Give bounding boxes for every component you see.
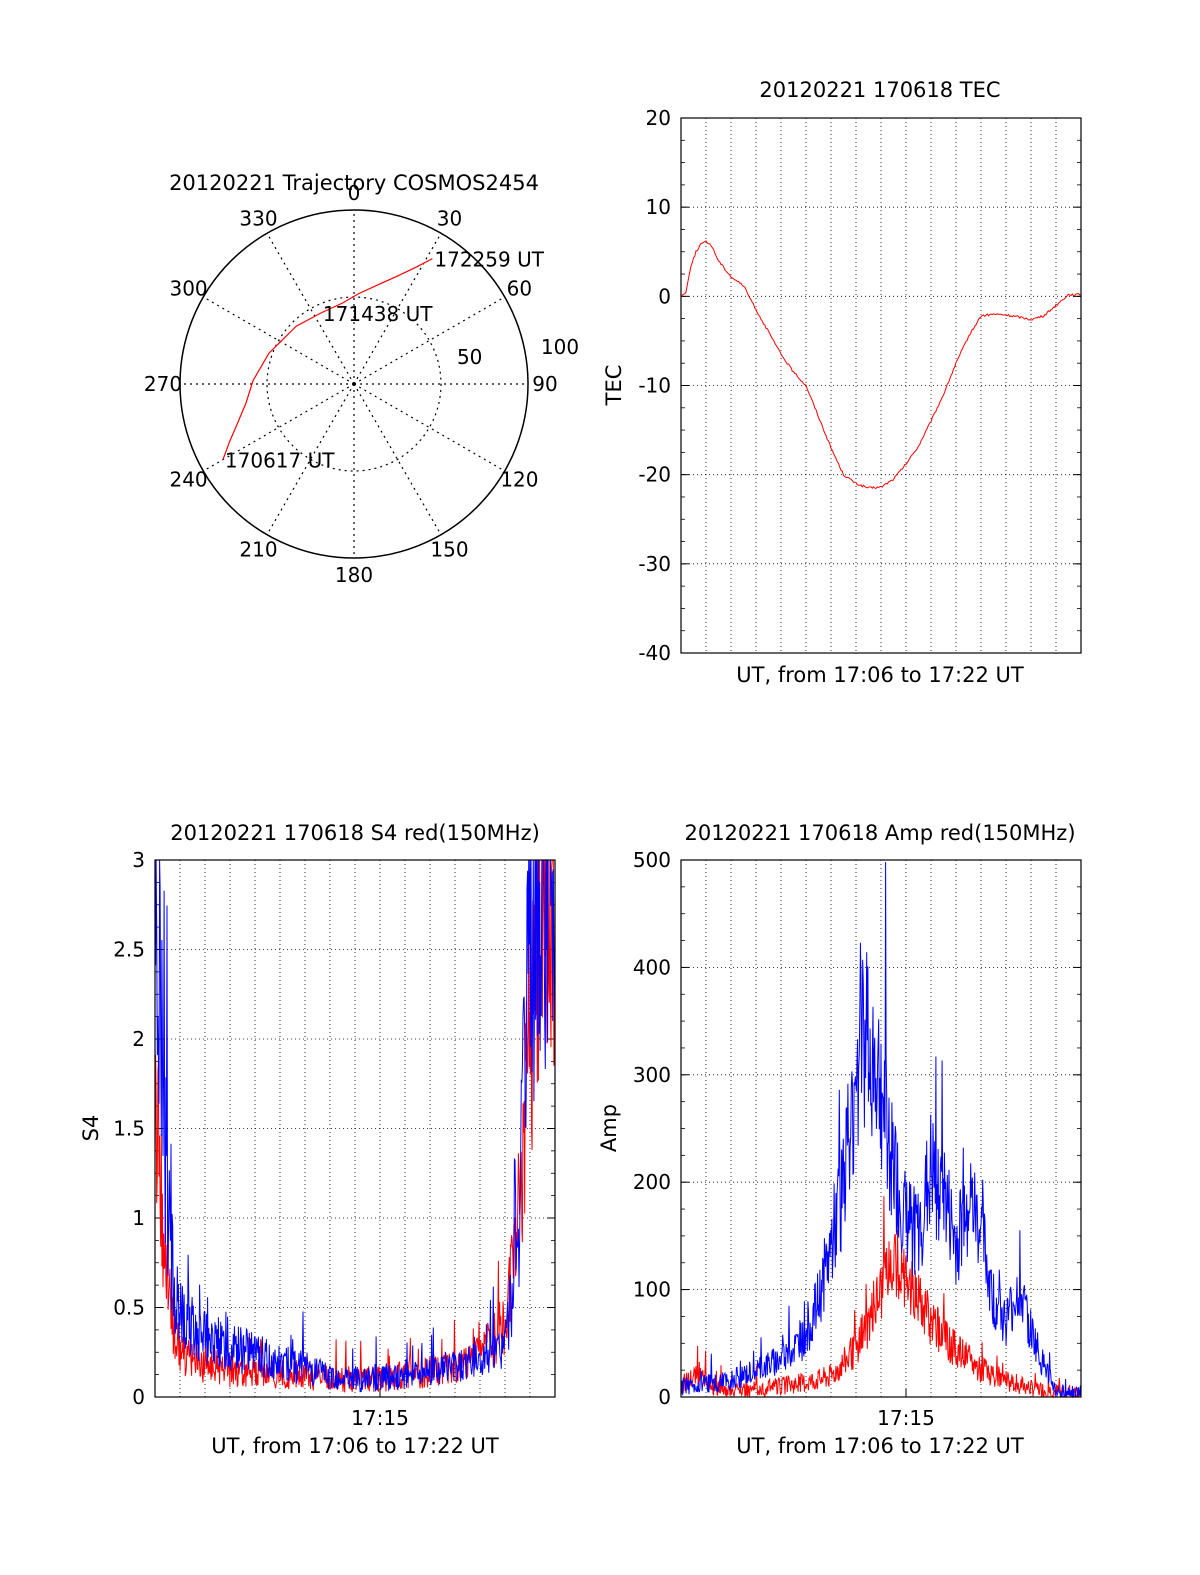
- polar-radius-label: 100: [541, 335, 579, 359]
- series-line-blue: [680, 862, 1082, 1398]
- y-tick-label: 1.5: [113, 1117, 145, 1141]
- plot-frame: [680, 117, 1082, 654]
- y-tick-label: 20: [646, 106, 671, 130]
- plot-frame: [680, 859, 1082, 1398]
- series-line-blue: [154, 859, 556, 1393]
- amp-panel: 20120221 170618 Amp red(150MHz) UT, from…: [597, 821, 1082, 1458]
- tec-plot: 20 10 0 -10 -20 -30 -40: [638, 106, 1082, 665]
- polar-spoke: [353, 383, 505, 472]
- y-tick-label: 200: [633, 1170, 671, 1194]
- y-tick-label: -30: [638, 552, 671, 576]
- polar-spoke: [353, 233, 442, 385]
- y-tick-label: 400: [633, 955, 671, 979]
- polar-spoke: [353, 296, 505, 385]
- polar-radius-label: 50: [457, 345, 482, 369]
- polar-spoke: [266, 383, 355, 535]
- s4-plot: 3 2.5 2 1.5 1 0.5 0 17:15: [113, 848, 556, 1430]
- amp-plot: 500 400 300 200 100 0 17:15: [633, 848, 1082, 1430]
- y-tick-label: 3: [132, 848, 145, 872]
- y-tick-label: -10: [638, 374, 671, 398]
- y-tick-label: 1: [132, 1206, 145, 1230]
- x-tick-label: 17:15: [351, 1406, 409, 1430]
- plot-frame: [154, 859, 556, 1398]
- y-tick-label: 2.5: [113, 938, 145, 962]
- s4-title: 20120221 170618 S4 red(150MHz): [170, 821, 540, 845]
- y-tick-label: 0: [132, 1385, 145, 1409]
- polar-angle-label: 120: [500, 468, 538, 492]
- y-tick-label: 0: [658, 1385, 671, 1409]
- tec-title: 20120221 170618 TEC: [759, 78, 1000, 102]
- polar-angle-label: 180: [335, 563, 373, 587]
- polar-outer-ring: [179, 209, 529, 559]
- y-tick-label: -20: [638, 463, 671, 487]
- polar-angle-label: 0: [348, 181, 361, 205]
- series-line-red: [680, 1196, 1082, 1399]
- polar-angle-label: 90: [532, 372, 557, 396]
- y-tick-label: 300: [633, 1063, 671, 1087]
- polar-spoke: [266, 233, 355, 385]
- polar-angle-label: 330: [239, 207, 277, 231]
- tec-panel: 20120221 170618 TEC UT, from 17:06 to 17…: [602, 78, 1082, 687]
- y-tick-label: 2: [132, 1027, 145, 1051]
- polar-angle-label: 240: [169, 468, 207, 492]
- polar-angle-label: 270: [144, 372, 182, 396]
- polar-trajectory: [222, 258, 433, 460]
- amp-ylabel: Amp: [597, 1104, 621, 1152]
- s4-ylabel: S4: [79, 1115, 103, 1142]
- tec-ylabel: TEC: [602, 365, 626, 407]
- y-tick-label: 10: [646, 195, 671, 219]
- polar-angle-label: 150: [430, 537, 468, 561]
- y-tick-label: 100: [633, 1278, 671, 1302]
- y-tick-label: 500: [633, 848, 671, 872]
- polar-angle-label: 300: [169, 277, 207, 301]
- polar-angle-label: 210: [239, 537, 277, 561]
- polar-spoke: [203, 296, 355, 385]
- tec-xlabel: UT, from 17:06 to 17:22 UT: [736, 663, 1024, 687]
- polar-series: [222, 258, 433, 460]
- y-tick-label: 0: [658, 284, 671, 308]
- polar-grid: [179, 209, 529, 559]
- polar-spoke: [353, 383, 442, 535]
- polar-angle-label: 60: [507, 277, 532, 301]
- y-tick-label: 0.5: [113, 1296, 145, 1320]
- s4-panel: 20120221 170618 S4 red(150MHz) UT, from …: [79, 821, 556, 1458]
- series-line-red: [680, 240, 1082, 489]
- polar-angle-label: 30: [437, 207, 462, 231]
- amp-xlabel: UT, from 17:06 to 17:22 UT: [736, 1434, 1024, 1458]
- polar-annotation: 171438 UT: [323, 302, 433, 326]
- polar-title: 20120221 Trajectory COSMOS2454: [169, 171, 539, 195]
- amp-title: 20120221 170618 Amp red(150MHz): [684, 821, 1075, 845]
- y-tick-label: -40: [638, 641, 671, 665]
- polar-labels: 0 30 60 90 120 150 180 210 240 270 300 330 50 100 1722…: [144, 181, 579, 587]
- s4-xlabel: UT, from 17:06 to 17:22 UT: [211, 1434, 499, 1458]
- polar-spoke: [203, 383, 355, 472]
- polar-panel: 20120221 Trajectory COSMOS2454 0 30 60 90 12…: [144, 171, 579, 587]
- polar-annotation: 170617 UT: [225, 449, 335, 473]
- polar-annotation: 172259 UT: [434, 248, 544, 272]
- x-tick-label: 17:15: [877, 1406, 935, 1430]
